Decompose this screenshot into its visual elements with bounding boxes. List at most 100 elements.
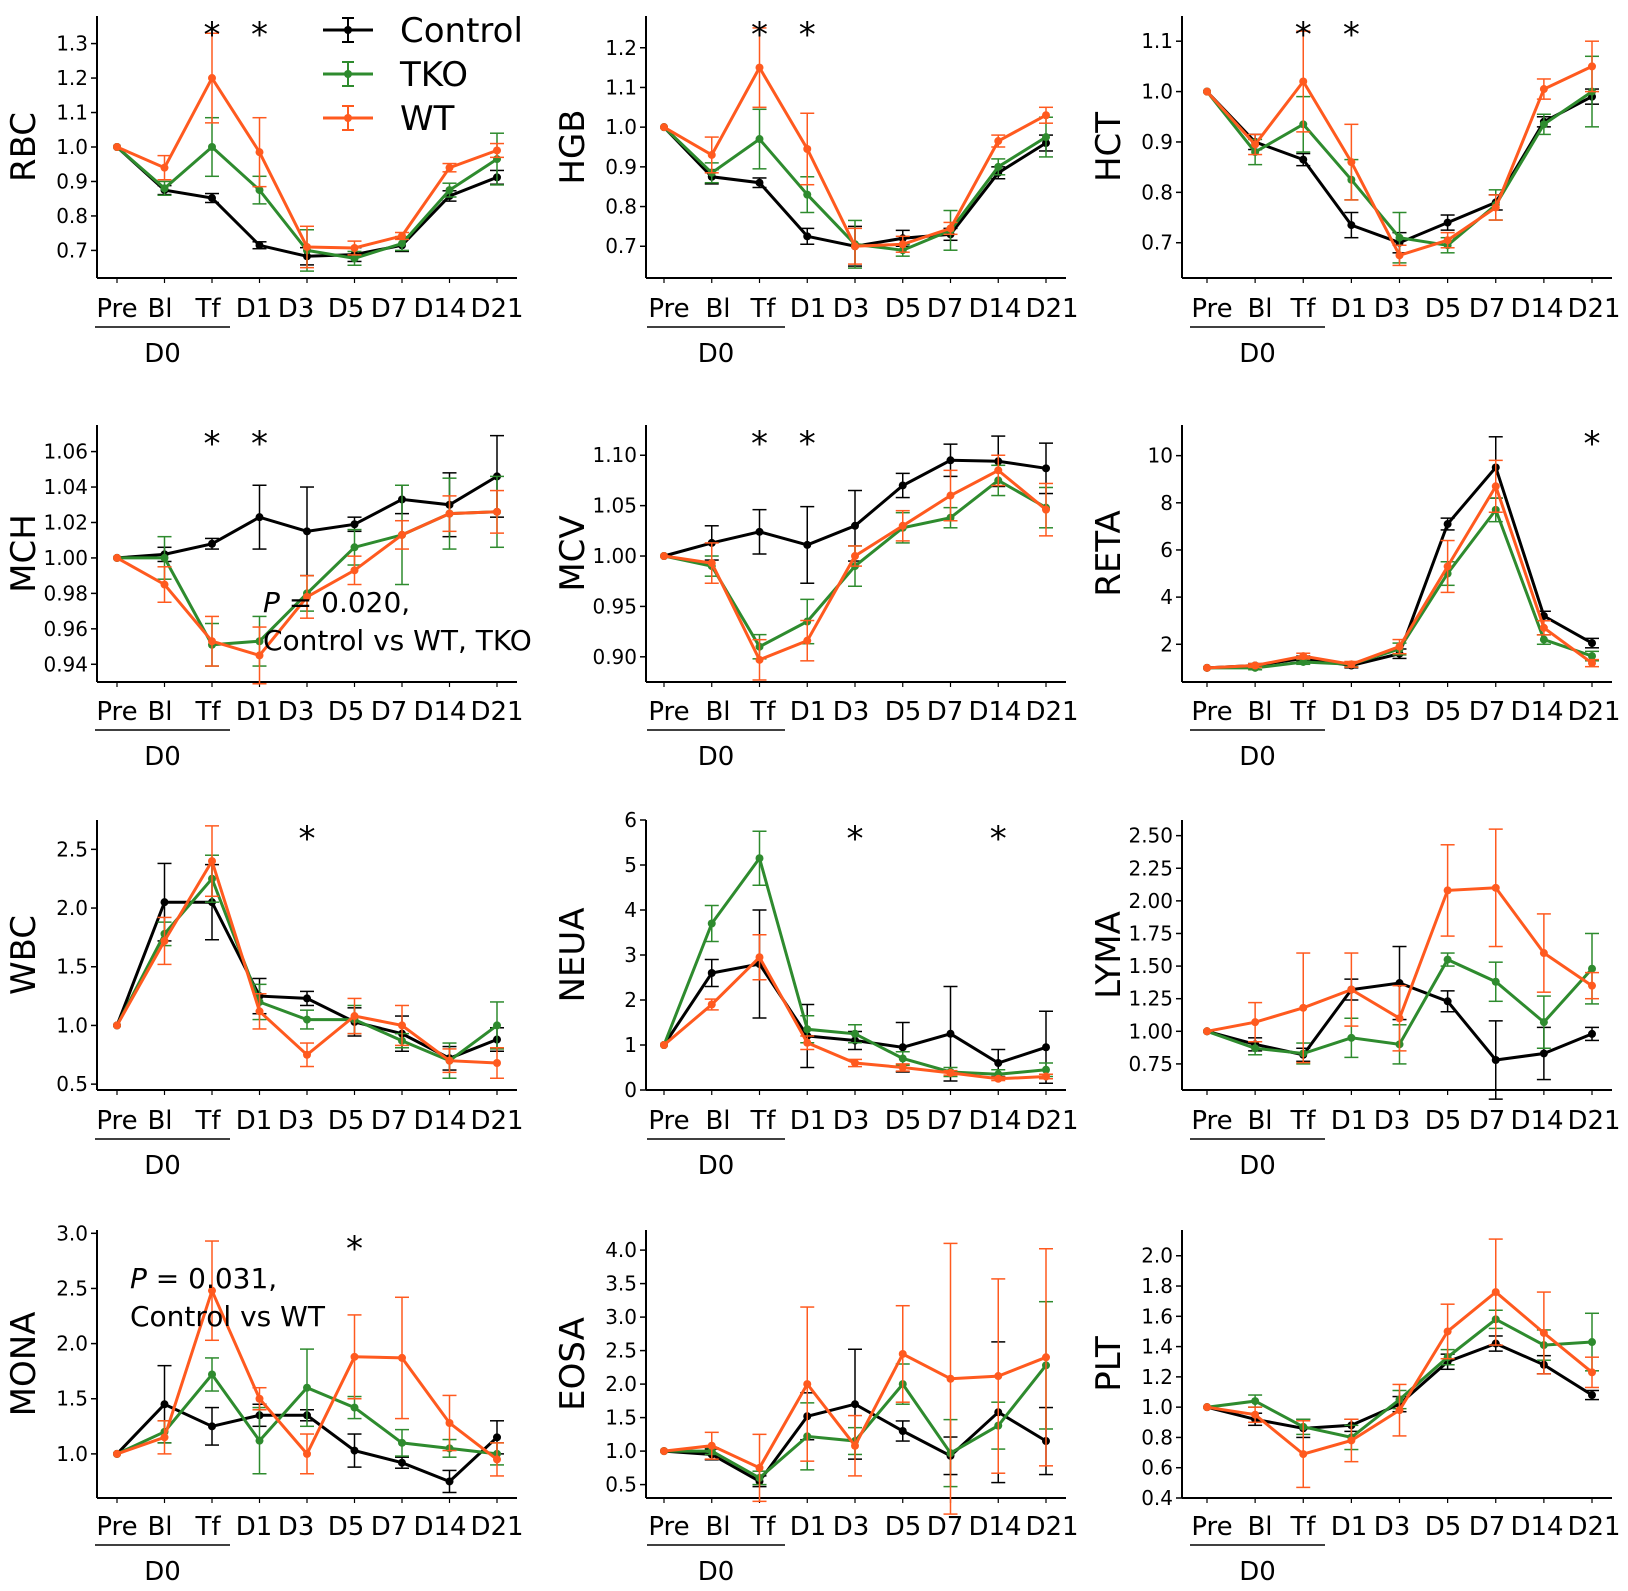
legend-marker [344, 114, 352, 122]
x-category-label: D3 [278, 294, 315, 324]
y-tick-label: 2.5 [56, 837, 88, 861]
p-symbol: P [263, 586, 280, 619]
x-category-label: D21 [470, 1106, 523, 1136]
x-category-label: D5 [1425, 697, 1462, 727]
data-point [398, 231, 406, 240]
x-category-label: D1 [236, 697, 273, 727]
data-point [255, 513, 264, 522]
data-point [755, 527, 764, 536]
data-point [1588, 1338, 1596, 1347]
x-category-label: D1 [1331, 697, 1368, 727]
y-tick-label: 0.90 [592, 645, 637, 669]
data-point [1539, 1018, 1548, 1027]
legend-marker [344, 70, 352, 78]
y-tick-label: 2.5 [56, 1276, 88, 1300]
data-point [803, 540, 812, 549]
data-point [1588, 964, 1596, 973]
y-tick-label: 0.7 [1141, 231, 1173, 255]
legend-entry-control: Control [323, 11, 523, 51]
data-point [803, 1025, 812, 1034]
data-point [1203, 1403, 1211, 1412]
x-category-label: D1 [236, 1512, 273, 1542]
y-tick-label: 1.1 [56, 101, 88, 125]
data-point [1588, 652, 1596, 661]
x-category-label: D21 [1025, 697, 1078, 727]
x-category-label: Pre [648, 697, 689, 727]
y-tick-label: 0.5 [56, 1072, 88, 1096]
data-point [1042, 505, 1050, 514]
panel-hct: 0.7 0.8 0.9 1.0 1.1 HCT Pre Bl Tf D1 D3 D5 D7 D14 D21 D… [1089, 15, 1621, 369]
data-point [160, 1433, 169, 1442]
legend-label: TKO [399, 55, 468, 95]
data-point [1588, 1029, 1596, 1038]
data-point [803, 1380, 812, 1389]
x-category-label: D3 [833, 1512, 870, 1542]
significance-star: * [847, 819, 864, 859]
data-point [113, 553, 121, 562]
y-tick-label: 0.4 [1141, 1486, 1173, 1510]
data-point [160, 936, 169, 945]
data-point [1491, 203, 1500, 212]
data-point [851, 552, 859, 561]
data-point [1299, 155, 1308, 164]
data-point [255, 651, 264, 660]
x-category-label: Pre [96, 1512, 137, 1542]
data-point [1588, 62, 1596, 71]
data-point [1042, 1065, 1050, 1074]
series-wt [1203, 30, 1599, 267]
data-point [1347, 1033, 1356, 1042]
series-control [1203, 87, 1599, 254]
legend-label: Control [400, 11, 523, 51]
y-tick-label: 0.95 [592, 594, 637, 618]
x-category-label: D1 [790, 294, 827, 324]
significance-star: * [751, 424, 768, 464]
data-point [160, 163, 169, 172]
x-category-label: D5 [1425, 294, 1462, 324]
y-tick-label: 1.5 [605, 1406, 637, 1430]
data-point [208, 1422, 216, 1431]
data-point [113, 1021, 121, 1030]
y-axis-label: HCT [1089, 112, 1129, 182]
series-control [1203, 436, 1599, 672]
p-value-comparison: Control vs WT, TKO [263, 624, 532, 657]
x-category-label: D5 [885, 1512, 922, 1542]
y-axis-label: LYMA [1089, 911, 1129, 999]
x-category-label: D14 [968, 697, 1021, 727]
data-point [1588, 639, 1596, 648]
x-category-label: D7 [1469, 697, 1506, 727]
x-category-label: D3 [278, 1106, 315, 1136]
data-point [1042, 1353, 1050, 1362]
x-category-label: D7 [1469, 1512, 1506, 1542]
series-control [660, 435, 1053, 584]
y-axis-label: EOSA [553, 1317, 593, 1411]
y-tick-label: 1.0 [605, 115, 637, 139]
y-tick-label: 2.0 [1141, 1244, 1173, 1268]
y-tick-label: 0.8 [56, 204, 88, 228]
x-category-label: D7 [371, 1512, 408, 1542]
x-category-label: D1 [236, 294, 273, 324]
series-line [1206, 464, 1593, 670]
y-tick-label: 2.25 [1128, 856, 1173, 880]
series-tko [1203, 932, 1599, 1065]
data-point [898, 1043, 907, 1052]
data-point [1299, 77, 1308, 86]
data-point [660, 1041, 668, 1049]
x-category-label: Pre [1191, 1512, 1232, 1542]
series-wt [660, 934, 1053, 1083]
panel-eosa: 0.5 1.0 1.5 2.0 2.5 3.0 3.5 4.0 EOSA Pre Bl Tf D1 D3 D… [553, 1230, 1079, 1587]
y-axis-label: MONA [4, 1312, 44, 1417]
data-point [350, 244, 359, 253]
significance-star: * [1295, 15, 1312, 55]
data-point [755, 135, 764, 144]
significance-star: * [204, 424, 221, 464]
x-category-label: D14 [968, 1512, 1021, 1542]
data-point [1443, 236, 1452, 245]
p-value-annotation: P = 0.020, [263, 586, 410, 619]
y-axis-label: PLT [1089, 1336, 1129, 1392]
data-point [398, 1353, 406, 1362]
data-point [1443, 520, 1452, 529]
data-point [755, 63, 764, 72]
y-tick-label: 2.50 [1128, 824, 1173, 848]
y-tick-label: 3.5 [605, 1272, 637, 1296]
x-category-label: Bl [147, 294, 172, 324]
